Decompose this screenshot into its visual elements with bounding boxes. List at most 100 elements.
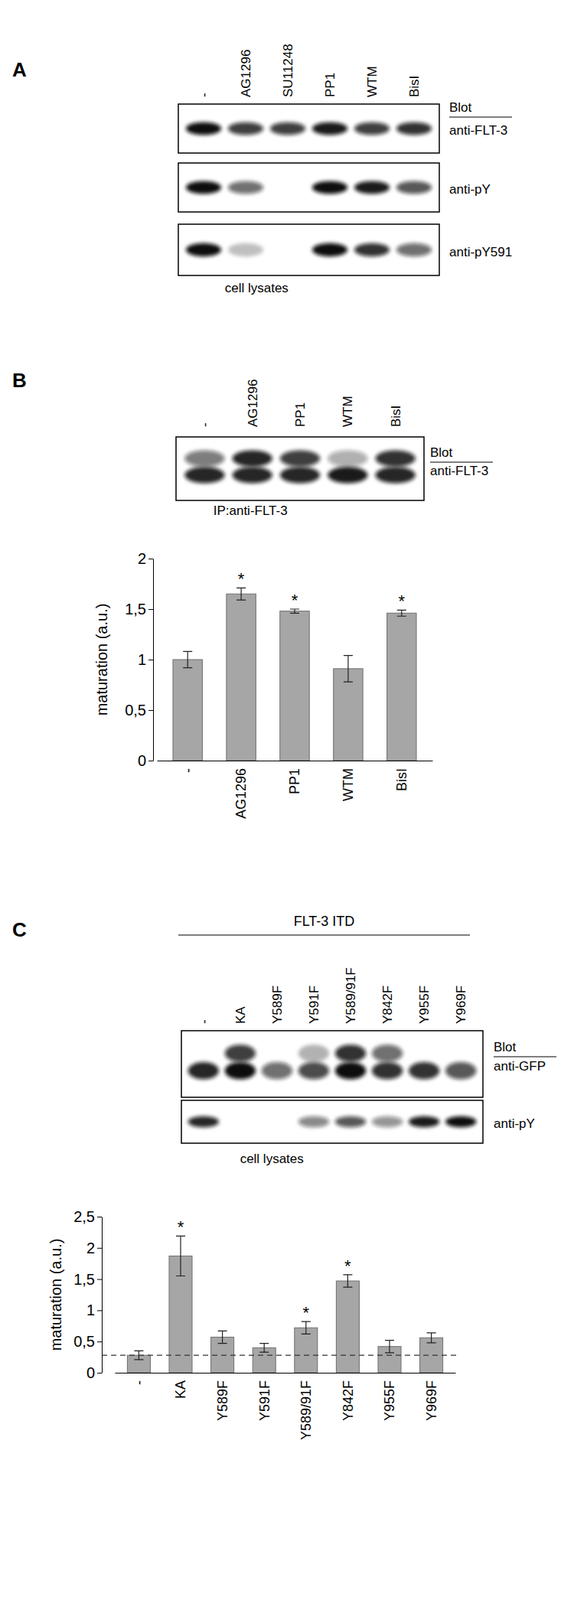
significance-mark: *: [177, 1217, 185, 1237]
y-tick-mark: [148, 558, 154, 560]
error-bar: [236, 587, 246, 601]
y-tick: 1,5: [124, 600, 154, 618]
x-tick-label: Y591F: [256, 1380, 272, 1422]
blot-frame: [181, 1100, 483, 1144]
x-tick: Y589/91F: [298, 1373, 314, 1441]
group-line: [178, 934, 470, 936]
panel-label: A: [12, 58, 27, 82]
x-tick-label: Y589/91F: [298, 1380, 314, 1441]
blot-band: [312, 181, 348, 195]
panel-label: C: [12, 918, 27, 942]
error-bar: [182, 651, 193, 668]
error-bar: [176, 1236, 186, 1276]
blot-frame: [178, 104, 440, 154]
lane-label: -: [196, 1019, 212, 1025]
y-axis-line: [101, 1217, 103, 1374]
x-tick-label: KA: [172, 1380, 189, 1400]
y-tick-mark: [97, 1279, 102, 1281]
y-tick: 0: [86, 1364, 102, 1382]
y-tick-mark: [97, 1341, 102, 1343]
blot-band: [354, 122, 390, 136]
blot-band: [375, 450, 415, 467]
y-tick: 1,5: [73, 1271, 102, 1289]
lane-label: BisI: [388, 405, 404, 428]
blot-band: [184, 466, 225, 484]
y-axis-line: [153, 559, 154, 762]
bar: [294, 1327, 318, 1374]
y-tick: 2: [137, 550, 154, 568]
blot-frame: [178, 163, 440, 212]
bar: [172, 659, 203, 761]
y-axis-title: maturation (a.u.): [93, 603, 111, 717]
blot-band: [327, 450, 368, 467]
blot-caption: cell lysates: [240, 1151, 304, 1167]
x-tick-label: PP1: [287, 768, 303, 795]
header-line: [430, 461, 493, 463]
x-tick: -: [179, 760, 196, 773]
blot-header: Blot: [493, 1040, 517, 1055]
blot-band: [280, 466, 320, 484]
lane-label: SU11248: [280, 43, 296, 98]
y-tick-label: 2,5: [73, 1208, 95, 1226]
x-tick-label: Y955F: [381, 1380, 398, 1422]
lane-label: -: [196, 92, 212, 98]
y-tick-label: 1: [137, 651, 147, 669]
x-tick: Y969F: [423, 1373, 440, 1422]
blot-band: [396, 181, 432, 195]
blot-band: [280, 450, 320, 467]
error-bar: [301, 1321, 311, 1334]
blot-band: [445, 1062, 477, 1080]
blot-band: [354, 243, 390, 257]
error-bar: [342, 1275, 353, 1288]
error-bar: [384, 1340, 395, 1354]
blot-frame: [178, 224, 440, 276]
y-tick-label: 2: [137, 550, 147, 568]
x-tick-label: Y969F: [423, 1380, 440, 1422]
y-tick: 1: [86, 1301, 102, 1319]
error-bar: [343, 655, 353, 682]
y-tick-mark: [97, 1310, 102, 1312]
blot-band: [228, 243, 264, 257]
x-tick: KA: [172, 1373, 189, 1400]
header-line: [493, 1056, 557, 1057]
x-axis-line: [157, 760, 434, 762]
row-label: anti-FLT-3: [449, 123, 508, 138]
blot-band: [396, 243, 432, 257]
y-tick: 0: [137, 752, 154, 770]
row-label: anti-pY: [449, 182, 491, 197]
y-tick: 2,5: [73, 1208, 102, 1226]
x-tick: Y591F: [256, 1373, 272, 1422]
x-tick: AG1296: [233, 760, 249, 819]
y-axis: 0 0,5 1 1,5 2 2,5: [73, 1208, 102, 1382]
blot-band: [232, 466, 273, 484]
blot-band: [408, 1062, 440, 1080]
y-tick-label: 0: [86, 1364, 95, 1382]
lane-label: AG1296: [238, 49, 254, 98]
bar: [333, 668, 363, 761]
y-tick-label: 0,5: [124, 701, 147, 719]
y-tick-label: 1,5: [124, 600, 147, 618]
y-tick-mark: [97, 1373, 102, 1374]
y-tick: 0,5: [73, 1333, 102, 1351]
lane-label: WTM: [365, 65, 380, 98]
y-tick: 1: [137, 651, 154, 669]
bar: [280, 611, 310, 761]
blot-band: [184, 450, 225, 467]
y-tick: 2: [86, 1239, 102, 1257]
x-axis: -KAY589FY591FY589/91FY842FY955FY969F: [115, 1373, 457, 1441]
row-label: anti-pY: [493, 1116, 535, 1132]
header-line: [449, 116, 513, 118]
x-axis: -AG1296PP1WTMBisI: [157, 760, 434, 819]
blot-band: [232, 450, 273, 467]
y-tick-mark: [148, 710, 154, 711]
error-bar: [397, 609, 407, 617]
y-tick-label: 1: [86, 1301, 95, 1319]
lane-label: PP1: [322, 72, 338, 98]
lane-label: Y955F: [417, 985, 432, 1025]
bar: [335, 1281, 359, 1374]
significance-mark: *: [291, 590, 299, 610]
y-tick-mark: [148, 659, 154, 661]
lane-label: Y969F: [453, 985, 469, 1025]
lane-label: KA: [233, 1006, 248, 1025]
blot-band: [312, 122, 348, 136]
